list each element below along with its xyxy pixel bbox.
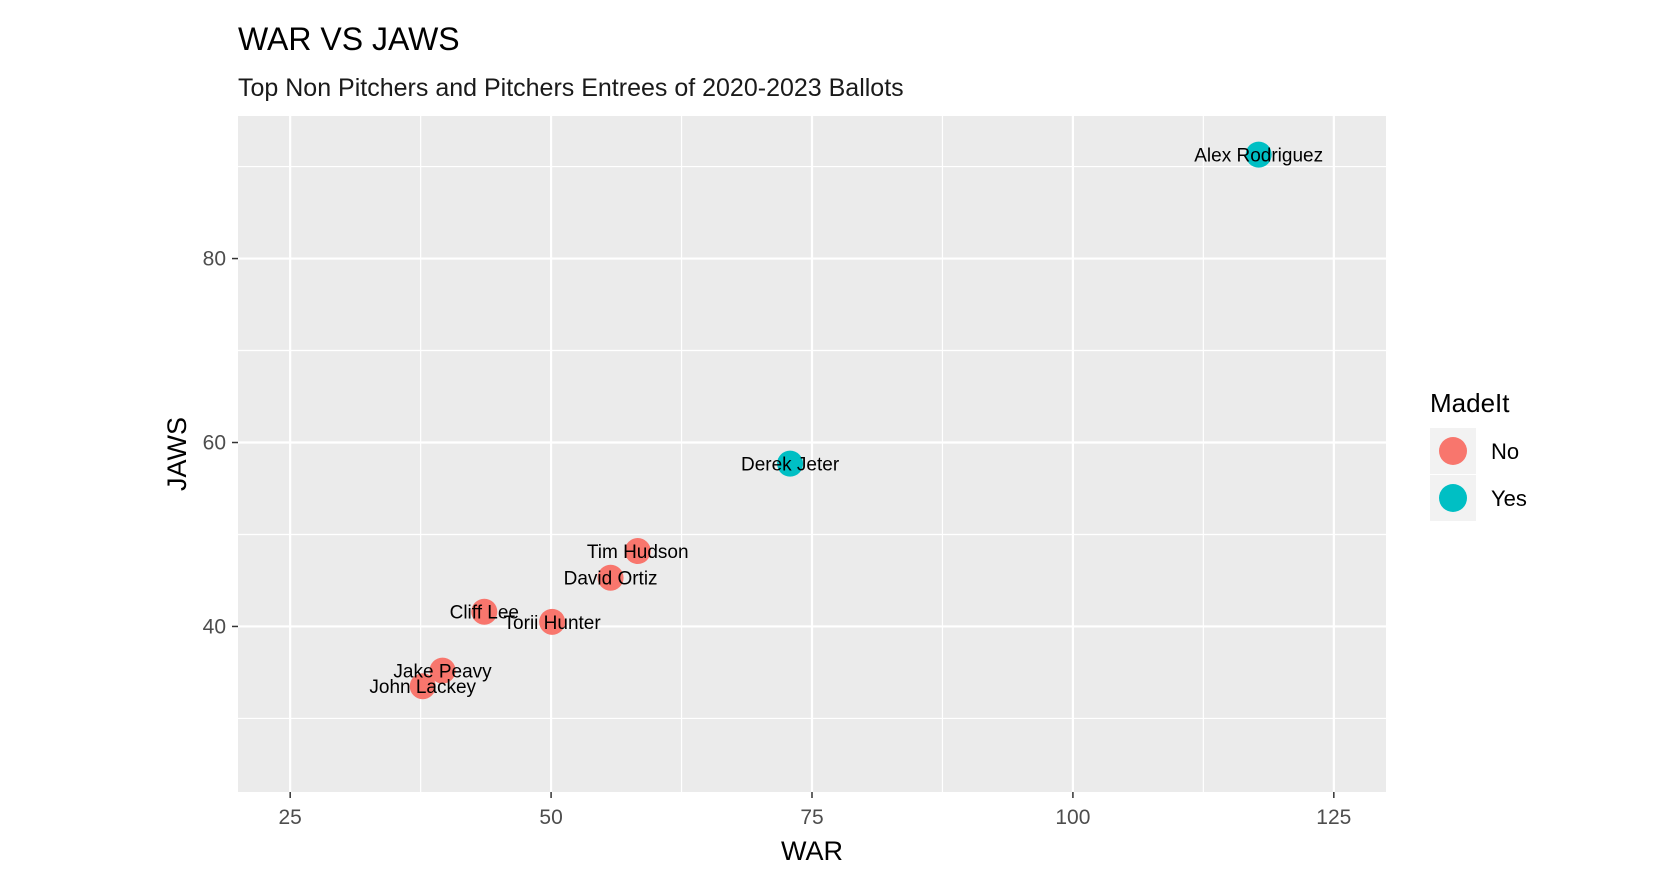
point-label: Cliff Lee [450,603,519,624]
y-axis-ticks: 40 60 80 [203,248,238,638]
data-points [409,141,1272,700]
x-axis-ticks: 25 50 75 100 125 [279,792,1351,829]
y-tick-label: 80 [203,248,226,271]
data-point [1245,141,1272,168]
point-labels: Alex Rodriguez Derek Jeter Tim Hudson David… [369,146,1323,699]
y-tick-label: 60 [203,432,226,455]
x-tick-label: 100 [1055,806,1090,829]
legend: MadeIt No Yes [1430,388,1527,521]
data-point [429,657,456,684]
x-tick-label: 25 [279,806,302,829]
x-tick-label: 50 [539,806,562,829]
point-label: Alex Rodriguez [1194,146,1323,167]
data-point [624,538,651,565]
chart-title: WAR VS JAWS [238,21,460,57]
y-tick-label: 40 [203,615,226,638]
point-label: John Lackey [369,677,476,698]
major-gridlines [238,116,1386,792]
point-label: Jake Peavy [393,662,492,683]
data-point [539,608,566,635]
point-label: David Ortiz [564,569,658,590]
point-label: Torii Hunter [504,613,602,634]
legend-key-marker [1439,484,1467,512]
x-tick-label: 75 [800,806,823,829]
y-axis-title: JAWS [162,417,192,491]
legend-title: MadeIt [1430,388,1510,418]
point-label: Derek Jeter [741,455,840,476]
legend-entry-label: No [1491,439,1519,464]
data-point [409,673,436,700]
x-tick-label: 125 [1316,806,1351,829]
chart-subtitle: Top Non Pitchers and Pitchers Entrees of… [238,74,904,102]
data-point [471,598,498,625]
x-axis-title: WAR [781,836,843,866]
point-label: Tim Hudson [587,542,689,563]
legend-entry-label: Yes [1491,486,1527,511]
data-point [597,564,624,591]
data-point [777,450,804,477]
legend-key-marker [1439,437,1467,465]
